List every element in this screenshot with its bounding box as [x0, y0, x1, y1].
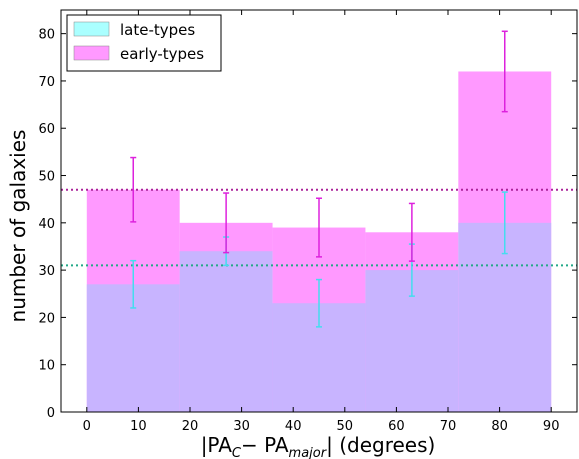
axes-layer: 0 10 20 30 40 50 60 70 80 90 0 10 20 30 40 50 60 70 80 — [38, 9, 578, 434]
legend: late-types early-types — [66, 14, 222, 72]
x-axis-label-middle: − PA — [241, 433, 289, 457]
y-tick-label-50: 50 — [38, 170, 55, 185]
y-tick-label-0: 0 — [47, 406, 55, 421]
y-tick-label-10: 10 — [38, 359, 55, 374]
x-axis-label-sub1: C — [232, 446, 242, 459]
x-axis-label: |PAC− PAmajor| (degrees) — [201, 433, 436, 459]
mean-lines-layer — [61, 188, 577, 267]
x-tick-label-30: 30 — [233, 419, 250, 434]
y-tick-label-70: 70 — [38, 75, 55, 90]
plot-frame — [60, 9, 578, 413]
legend-swatch-early-types — [73, 45, 110, 61]
y-tick-label-20: 20 — [38, 311, 55, 326]
x-tick-label-90: 90 — [543, 419, 560, 434]
y-axis-label: number of galaxies — [6, 130, 30, 323]
x-tick-label-20: 20 — [182, 419, 199, 434]
error-bars-layer — [130, 30, 508, 328]
x-axis-label-suffix: | (degrees) — [326, 433, 435, 457]
y-tick-label-30: 30 — [38, 264, 55, 279]
y-tick-label-40: 40 — [38, 217, 55, 232]
bar-late-types-1 — [179, 251, 273, 412]
y-tick-label-60: 60 — [38, 122, 55, 137]
y-tick-label-80: 80 — [38, 28, 55, 43]
x-tick-label-0: 0 — [83, 419, 91, 434]
x-tick-label-70: 70 — [440, 419, 457, 434]
bar-late-types-4 — [458, 222, 552, 412]
x-tick-label-40: 40 — [285, 419, 302, 434]
legend-label-early-types: early-types — [120, 45, 204, 63]
x-axis-label-sub2: major — [289, 446, 328, 459]
x-axis-label-prefix: |PA — [201, 433, 233, 457]
legend-label-late-types: late-types — [120, 21, 195, 39]
x-tick-label-80: 80 — [491, 419, 508, 434]
legend-swatch-late-types — [73, 21, 110, 37]
x-tick-label-50: 50 — [337, 419, 354, 434]
x-tick-label-10: 10 — [130, 419, 147, 434]
x-tick-label-60: 60 — [388, 419, 405, 434]
